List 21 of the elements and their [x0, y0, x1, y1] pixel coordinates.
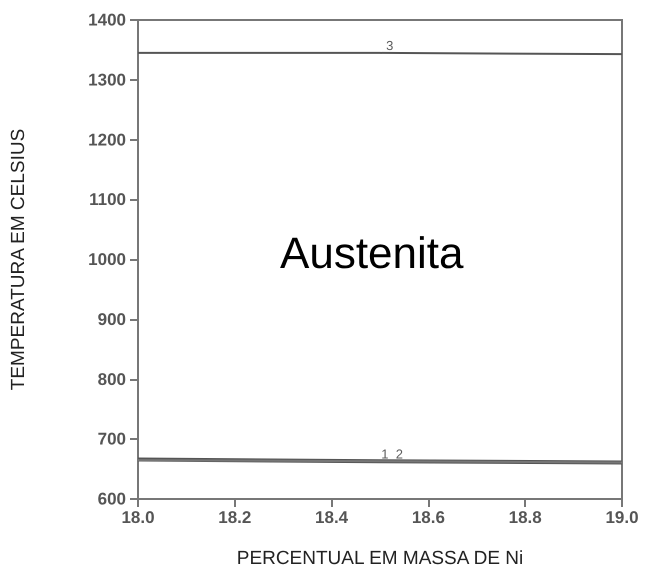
y-tick-label: 700 [98, 430, 126, 449]
annotation: 1 [381, 446, 388, 462]
y-tick-label: 1100 [89, 190, 126, 210]
y-tick-label: 900 [98, 310, 126, 329]
y-tick-label: 800 [98, 370, 126, 389]
x-axis-title: PERCENTUAL EM MASSA DE Ni [236, 548, 524, 569]
x-tick-label: 18.8 [508, 508, 542, 527]
x-tick-label: 18.0 [121, 508, 155, 527]
y-tick-label: 1000 [88, 250, 126, 269]
x-tick-label: 19.0 [605, 508, 639, 527]
y-tick-label: 1300 [88, 70, 126, 90]
annotation: 2 [396, 446, 403, 462]
y-tick-label: 600 [98, 490, 126, 508]
annotation: 3 [386, 38, 394, 53]
y-tick-label: 1200 [88, 130, 126, 150]
x-tick-label: 18.2 [218, 508, 252, 527]
x-tick-label: 18.6 [412, 508, 445, 527]
x-tick-label: 18.4 [315, 508, 349, 527]
y-axis-title: TEMPERATURA EM CELSIUS [8, 128, 29, 390]
annotation: Austenita [280, 229, 464, 278]
y-tick-label: 1400 [88, 10, 126, 30]
